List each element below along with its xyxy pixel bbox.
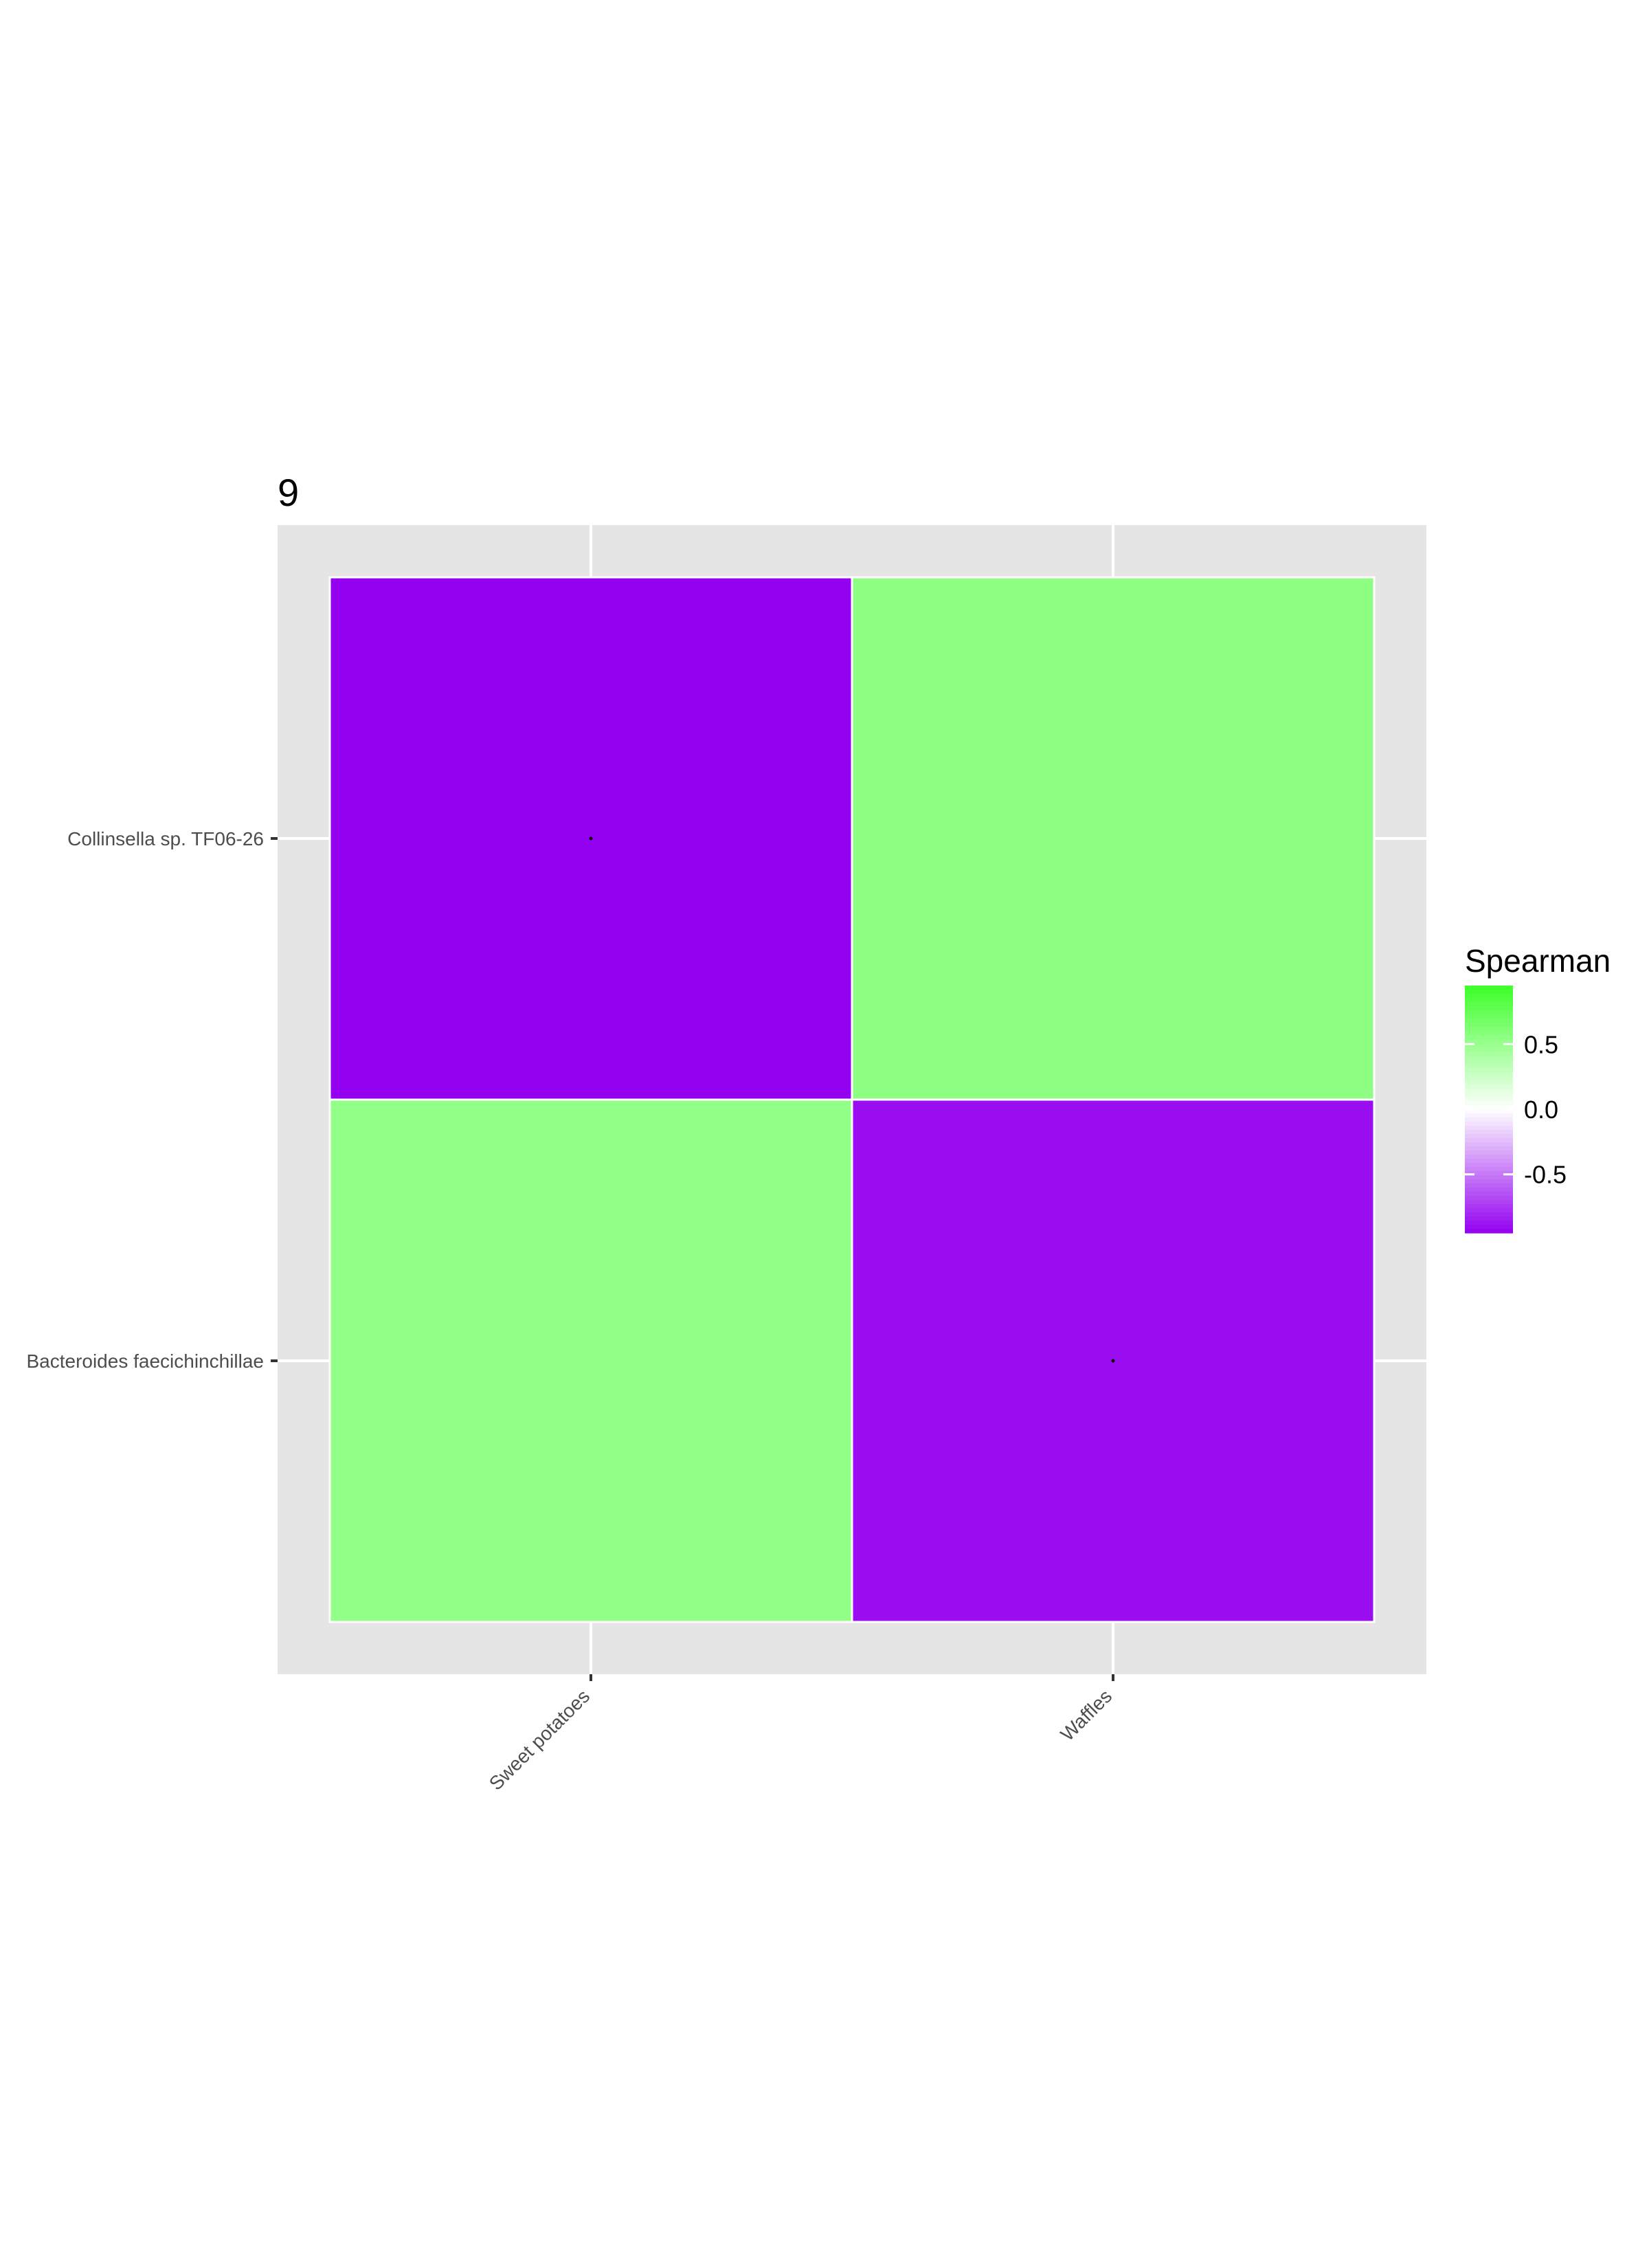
- legend-gradient-step: [1465, 1056, 1513, 1060]
- legend-gradient-step: [1465, 1212, 1513, 1217]
- legend-gradient-step: [1465, 1122, 1513, 1126]
- legend-gradient-step: [1465, 1085, 1513, 1089]
- legend-gradient-step: [1465, 1159, 1513, 1164]
- legend-gradient-step: [1465, 994, 1513, 999]
- legend-gradient-step: [1465, 1142, 1513, 1147]
- legend-gradient-step: [1465, 1118, 1513, 1122]
- heatmap-cells: [328, 576, 1376, 1623]
- legend-gradient-step: [1465, 1188, 1513, 1192]
- legend-gradient-step: [1465, 1167, 1513, 1172]
- legend-gradient-step: [1465, 1023, 1513, 1027]
- legend-gradient-step: [1465, 1175, 1513, 1180]
- legend-gradient-step: [1465, 1080, 1513, 1085]
- legend-gradient-step: [1465, 1043, 1513, 1048]
- legend-gradient-step: [1465, 1134, 1513, 1139]
- legend-gradient-step: [1465, 1064, 1513, 1069]
- legend-gradient-step: [1465, 1155, 1513, 1159]
- legend-gradient-step: [1465, 1027, 1513, 1032]
- y-tick-label: Bacteroides faecichinchillae: [26, 1350, 264, 1372]
- legend-gradient-step: [1465, 1192, 1513, 1197]
- x-tick-label: Sweet potatoes: [485, 1685, 594, 1794]
- legend-gradient-step: [1465, 1204, 1513, 1209]
- legend-gradient-step: [1465, 1039, 1513, 1044]
- legend-gradient-step: [1465, 1006, 1513, 1011]
- legend-gradient-step: [1465, 1019, 1513, 1023]
- legend-gradient-step: [1465, 1076, 1513, 1081]
- legend-gradient-step: [1465, 1138, 1513, 1143]
- legend-gradient-step: [1465, 1052, 1513, 1056]
- legend-gradient-step: [1465, 986, 1513, 990]
- legend-gradient-step: [1465, 1208, 1513, 1213]
- legend-gradient-step: [1465, 1109, 1513, 1114]
- chart-title: 9: [278, 471, 299, 514]
- legend-gradient-step: [1465, 1093, 1513, 1098]
- legend-gradient-step: [1465, 1113, 1513, 1118]
- legend-gradient-step: [1465, 1225, 1513, 1230]
- legend-gradient-step: [1465, 1171, 1513, 1176]
- legend-gradient-step: [1465, 1101, 1513, 1106]
- legend-gradient-step: [1465, 1068, 1513, 1073]
- significance-dot: [589, 836, 593, 841]
- legend-gradient-step: [1465, 1146, 1513, 1151]
- legend-gradient-step: [1465, 1216, 1513, 1221]
- color-legend: Spearman 0.5 0.0 -0.5: [1465, 943, 1611, 1234]
- legend-gradient-step: [1465, 990, 1513, 994]
- legend-gradient-step: [1465, 1002, 1513, 1007]
- legend-gradient-step: [1465, 1060, 1513, 1065]
- legend-gradient-step: [1465, 1163, 1513, 1168]
- legend-gradient-step: [1465, 1196, 1513, 1201]
- x-tick-label: Waffles: [1056, 1685, 1116, 1745]
- legend-gradient-step: [1465, 1014, 1513, 1019]
- legend-gradient-step: [1465, 1229, 1513, 1234]
- legend-gradient-step: [1465, 1105, 1513, 1110]
- legend-gradient-step: [1465, 1047, 1513, 1052]
- legend-gradient-step: [1465, 998, 1513, 1003]
- y-tick-label: Collinsella sp. TF06-26: [67, 828, 264, 849]
- legend-gradient-step: [1465, 1097, 1513, 1102]
- legend-tick-label: 0.0: [1524, 1096, 1558, 1124]
- significance-dot: [1111, 1359, 1115, 1363]
- legend-gradient-step: [1465, 1031, 1513, 1036]
- legend-gradient-step: [1465, 1179, 1513, 1184]
- legend-tick-label: 0.5: [1524, 1030, 1558, 1058]
- legend-gradient-step: [1465, 1010, 1513, 1015]
- heatmap-cell: [851, 576, 1376, 1101]
- legend-gradient-step: [1465, 1221, 1513, 1225]
- legend-gradient-step: [1465, 1130, 1513, 1135]
- legend-tick-label: -0.5: [1524, 1161, 1567, 1189]
- legend-gradient-step: [1465, 1089, 1513, 1093]
- legend-gradient-step: [1465, 1200, 1513, 1205]
- legend-gradient-step: [1465, 1072, 1513, 1077]
- legend-gradient-step: [1465, 1126, 1513, 1131]
- heatmap-cell: [328, 1098, 853, 1623]
- legend-gradient-step: [1465, 1150, 1513, 1155]
- legend-title: Spearman: [1465, 943, 1611, 979]
- legend-gradient-step: [1465, 1035, 1513, 1040]
- legend-gradient-step: [1465, 1183, 1513, 1188]
